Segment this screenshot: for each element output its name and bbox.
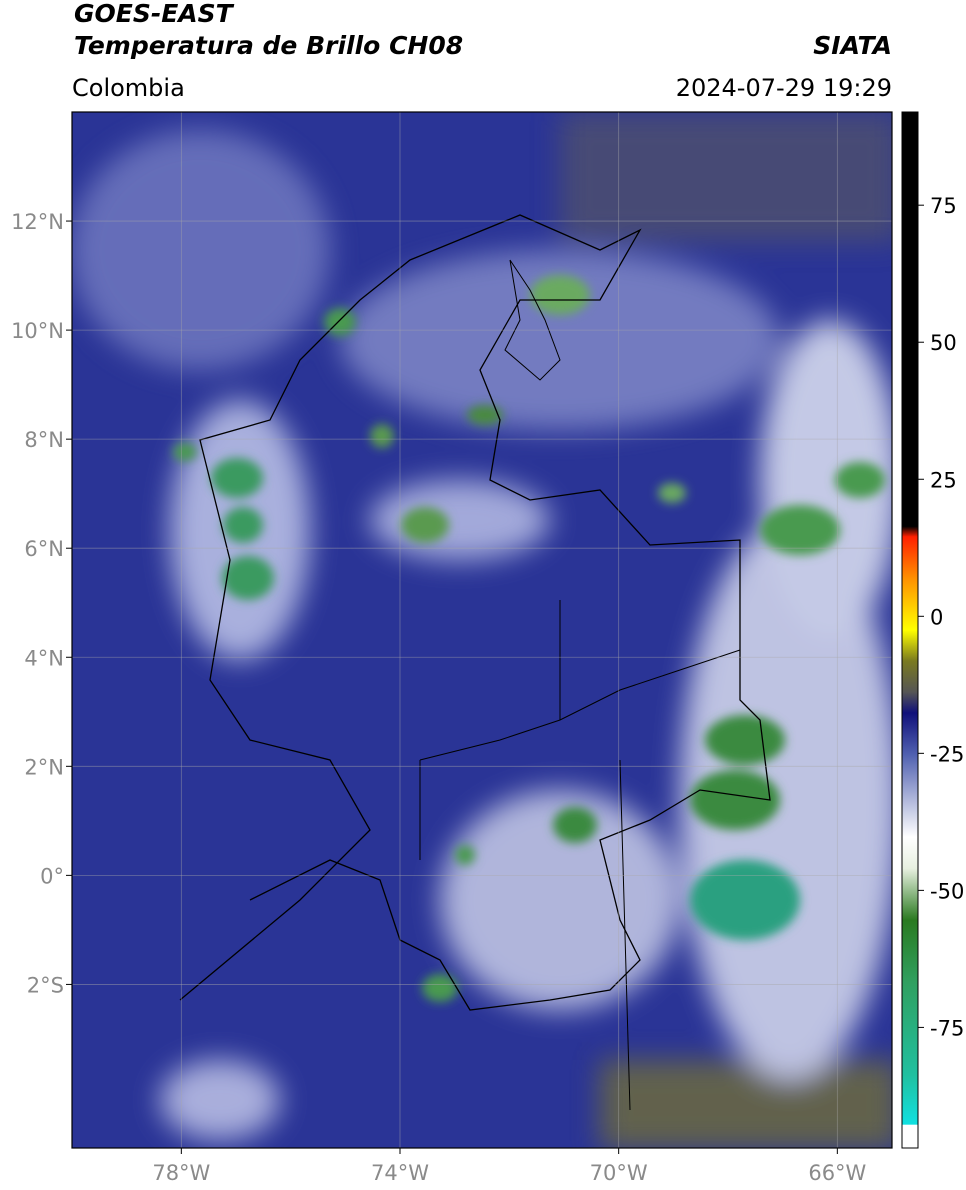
timestamp: 2024-07-29 19:29 <box>676 74 892 102</box>
y-tick-label: 2°N <box>24 755 64 779</box>
x-tick-label: 78°W <box>152 1161 210 1185</box>
colorbar-tick-label: 75 <box>930 194 957 218</box>
colorbar <box>901 111 919 1149</box>
satellite-title: GOES-EAST <box>74 0 235 28</box>
y-tick-label: 2°S <box>27 973 64 997</box>
grid <box>72 112 892 1148</box>
map-frame <box>71 111 893 1149</box>
satellite-image <box>72 112 892 1148</box>
colorbar-tick-label: -75 <box>930 1016 964 1040</box>
border <box>419 600 741 1111</box>
colorbar-tick-label: -25 <box>930 742 964 766</box>
product-title: Temperatura de Brillo CH08 <box>74 31 463 60</box>
colorbar-tick-label: 25 <box>930 468 957 492</box>
y-tick-label: 10°N <box>11 319 64 343</box>
colorbar-tick-label: 50 <box>930 331 957 355</box>
colorbar-tick-label: 0 <box>930 605 943 629</box>
region-label: Colombia <box>72 74 185 102</box>
y-tick-label: 8°N <box>24 428 64 452</box>
source-label: SIATA <box>813 31 892 60</box>
y-tick-label: 0° <box>40 864 64 888</box>
border <box>179 214 771 1011</box>
y-tick-label: 12°N <box>11 210 64 234</box>
x-tick-label: 66°W <box>808 1161 866 1185</box>
x-tick-label: 70°W <box>590 1161 648 1185</box>
y-tick-label: 4°N <box>24 646 64 670</box>
lake-outline <box>504 259 561 381</box>
y-tick-label: 6°N <box>24 537 64 561</box>
x-tick-label: 74°W <box>371 1161 429 1185</box>
colorbar-tick-label: -50 <box>930 879 964 903</box>
